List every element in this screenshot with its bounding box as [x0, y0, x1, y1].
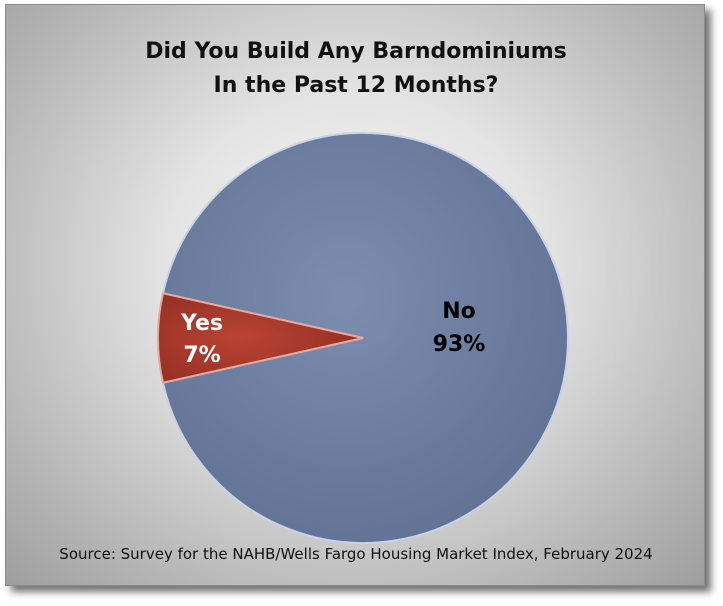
pie-labels: Yes 7% No 93%	[180, 299, 485, 368]
pie-slice-no	[161, 132, 569, 544]
chart-title: Did You Build Any Barndominiums In the P…	[6, 35, 706, 103]
chart-title-line-2: In the Past 12 Months?	[213, 73, 499, 98]
chart-frame: Did You Build Any Barndominiums In the P…	[5, 4, 705, 586]
pie-chart: Yes 7% No 93%	[157, 132, 569, 544]
pie-slices	[157, 132, 569, 544]
pie-label-no: No	[442, 299, 476, 324]
chart-title-line-1: Did You Build Any Barndominiums	[145, 39, 567, 64]
pie-value-no: 93%	[433, 332, 486, 357]
pie-slice-yes	[157, 292, 364, 384]
pie-label-yes: Yes	[180, 311, 223, 336]
chart-source: Source: Survey for the NAHB/Wells Fargo …	[59, 545, 653, 563]
pie-value-yes: 7%	[183, 343, 220, 368]
